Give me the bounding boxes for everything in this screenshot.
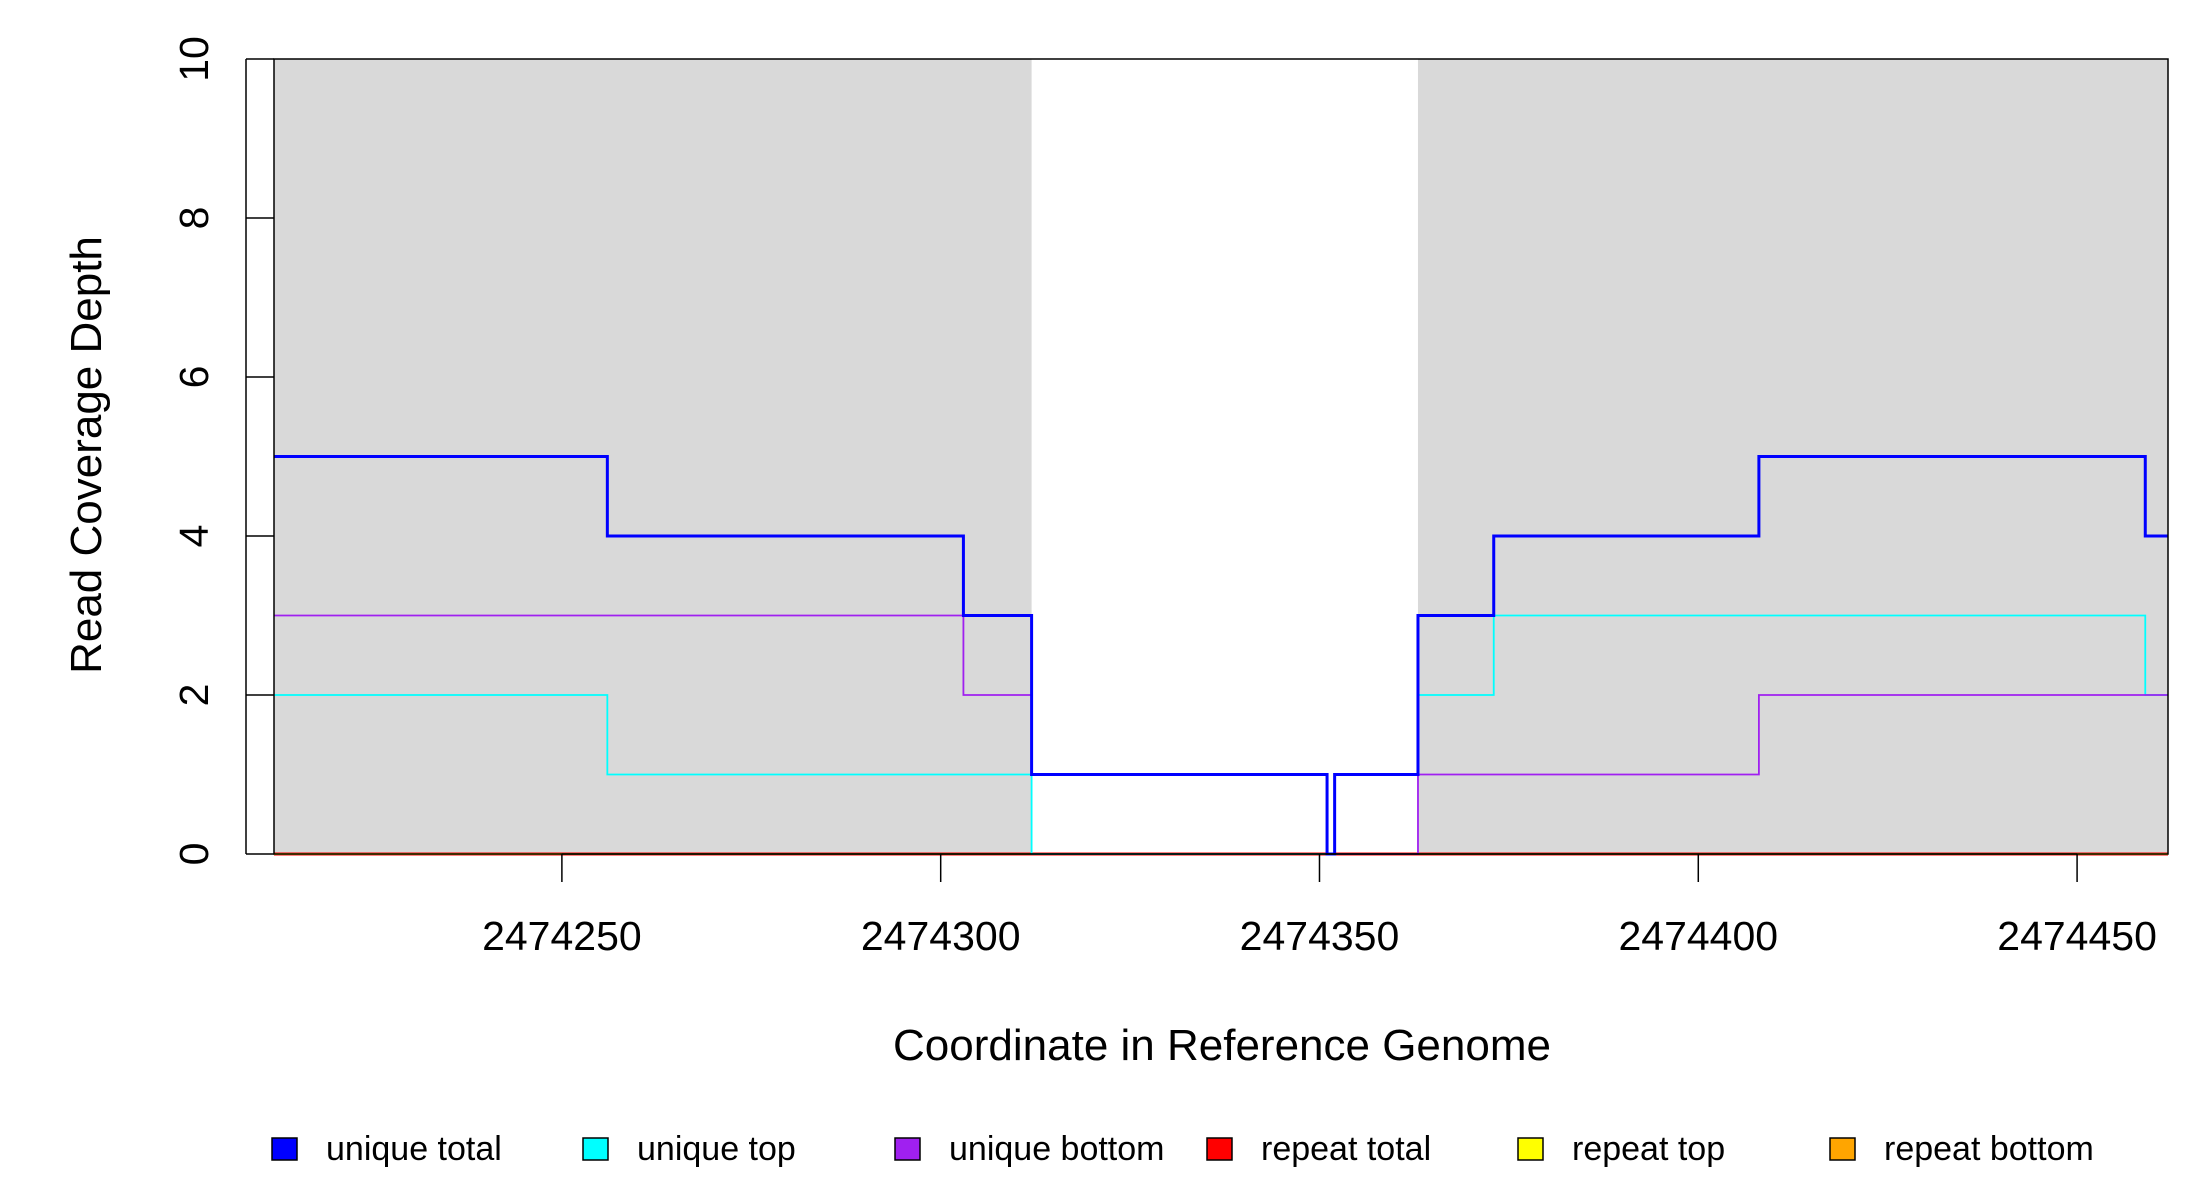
y-axis-label: Read Coverage Depth (62, 236, 111, 674)
legend: unique total unique top unique bottom repea… (271, 1130, 2094, 1168)
legend-swatch-unique-total (271, 1137, 298, 1161)
legend-label-unique-top: unique top (637, 1130, 796, 1168)
y-tick-label-8: 8 (171, 207, 217, 230)
y-axis: 0 2 4 6 8 10 (171, 36, 274, 865)
y-tick-label-0: 0 (171, 843, 217, 866)
y-tick-label-4: 4 (171, 525, 217, 548)
legend-item-repeat-bottom: repeat bottom (1829, 1130, 2094, 1168)
legend-swatch-unique-bottom (894, 1137, 921, 1161)
x-axis-label: Coordinate in Reference Genome (893, 1021, 1551, 1070)
legend-item-unique-top: unique top (582, 1130, 796, 1168)
legend-label-repeat-bottom: repeat bottom (1884, 1130, 2094, 1168)
legend-item-unique-total: unique total (271, 1130, 502, 1168)
legend-label-unique-total: unique total (326, 1130, 502, 1168)
legend-label-repeat-top: repeat top (1572, 1130, 1725, 1168)
legend-swatch-repeat-total (1206, 1137, 1233, 1161)
legend-item-unique-bottom: unique bottom (894, 1130, 1165, 1168)
y-tick-label-2: 2 (171, 684, 217, 707)
legend-item-repeat-total: repeat total (1206, 1130, 1431, 1168)
series-line-unique-total (274, 455, 2168, 856)
x-tick-label-2474350: 2474350 (1240, 913, 1400, 959)
legend-label-repeat-total: repeat total (1261, 1130, 1431, 1168)
legend-swatch-unique-top (582, 1137, 609, 1161)
legend-label-unique-bottom: unique bottom (949, 1130, 1165, 1168)
x-axis: 2474250 2474300 2474350 2474400 2474450 (482, 853, 2157, 959)
legend-swatch-repeat-bottom (1829, 1137, 1856, 1161)
legend-swatch-repeat-top (1517, 1137, 1544, 1161)
y-tick-label-10: 10 (171, 36, 217, 82)
y-tick-label-6: 6 (171, 366, 217, 389)
x-tick-label-2474400: 2474400 (1618, 913, 1778, 959)
x-tick-label-2474450: 2474450 (1997, 913, 2157, 959)
x-tick-label-2474300: 2474300 (861, 913, 1021, 959)
x-tick-label-2474250: 2474250 (482, 913, 642, 959)
legend-item-repeat-top: repeat top (1517, 1130, 1725, 1168)
